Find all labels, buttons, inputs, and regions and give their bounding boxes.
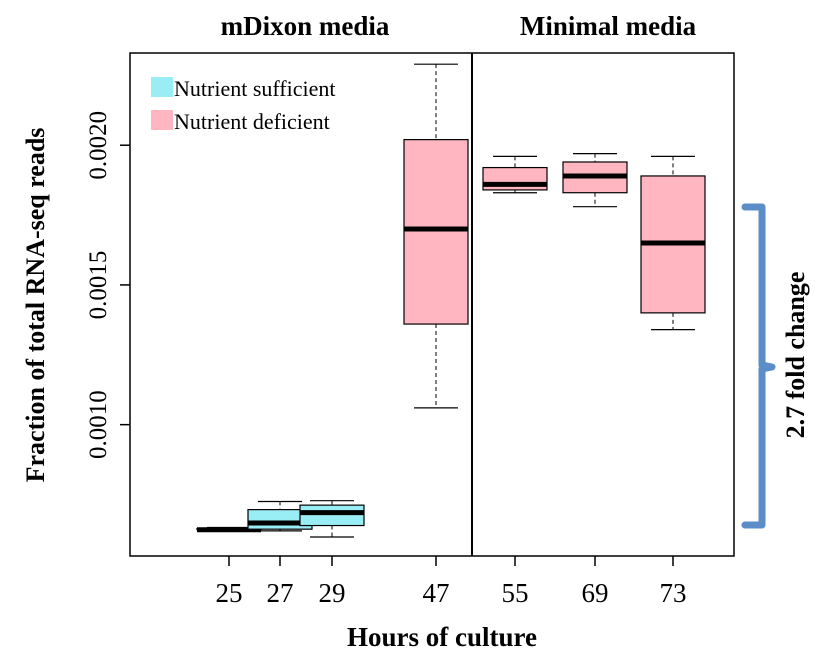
panel-title-mdixon: mDixon media [221, 11, 390, 41]
box-47h [403, 63, 469, 409]
box-69h [562, 153, 628, 208]
box-73h [640, 155, 706, 331]
legend-swatch-deficient [151, 110, 173, 130]
box-55h [482, 155, 548, 194]
legend: Nutrient sufficient Nutrient deficient [151, 76, 336, 134]
iqr-box [299, 504, 365, 527]
legend-swatch-sufficient [151, 77, 173, 97]
y-tick-label: 0.0015 [85, 251, 112, 320]
fold-change-bracket [741, 203, 776, 529]
fold-change-label: 2.7 fold change [781, 272, 810, 439]
box-29h [299, 500, 365, 538]
y-axis: 0.0010 0.0015 0.0020 [85, 111, 130, 459]
plot-frame [129, 52, 735, 557]
fold-change-annotation: 2.7 fold change [741, 203, 810, 529]
legend-label-sufficient: Nutrient sufficient [174, 76, 336, 101]
y-tick-label: 0.0010 [85, 390, 112, 459]
x-tick-label: 29 [319, 578, 346, 608]
iqr-box [403, 139, 469, 325]
x-tick-label: 47 [423, 578, 450, 608]
x-tick-label: 69 [582, 578, 609, 608]
x-axis: 25 27 29 47 55 69 73 [216, 556, 687, 608]
y-tick-label: 0.0020 [85, 111, 112, 180]
y-axis-title: Fraction of total RNA-seq reads [21, 128, 50, 483]
x-tick-label: 25 [216, 578, 243, 608]
x-tick-label: 73 [660, 578, 687, 608]
panel-title-minimal: Minimal media [520, 11, 697, 41]
x-tick-label: 55 [502, 578, 529, 608]
x-tick-label: 27 [267, 578, 294, 608]
x-axis-title: Hours of culture [347, 622, 537, 651]
legend-label-deficient: Nutrient deficient [174, 109, 330, 134]
boxes-layer [196, 63, 706, 538]
